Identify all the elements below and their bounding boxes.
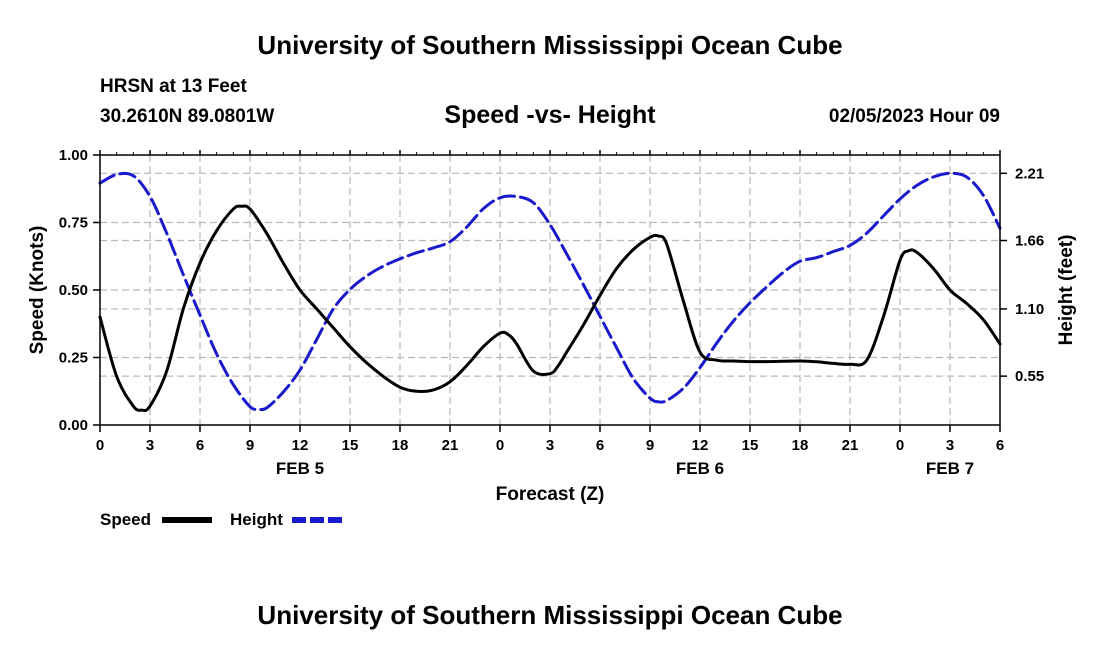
y-tick-label: 0.25 — [59, 350, 88, 367]
date-label: FEB 7 — [926, 459, 974, 478]
x-tick-label: 6 — [196, 437, 204, 454]
y2-tick-label: 1.10 — [1015, 301, 1044, 318]
chart-grid — [100, 155, 1000, 425]
chart-title: Speed -vs- Height — [444, 101, 656, 129]
x-tick-label: 12 — [292, 437, 309, 454]
x-tick-label: 0 — [96, 437, 104, 454]
y2-tick-label: 1.66 — [1015, 233, 1044, 250]
x-tick-label: 0 — [496, 437, 504, 454]
series-height-line — [98, 171, 1002, 412]
station-coordinates: 30.2610N 89.0801W — [100, 106, 275, 127]
forecast-timestamp: 02/05/2023 Hour 09 — [828, 106, 1000, 127]
x-tick-label: 18 — [792, 437, 809, 454]
x-tick-label: 21 — [442, 437, 459, 454]
x-tick-label: 6 — [596, 437, 604, 454]
page-title-top: University of Southern Mississippi Ocean… — [257, 30, 843, 60]
x-tick-label: 3 — [146, 437, 154, 454]
x-tick-label: 18 — [392, 437, 409, 454]
x-tick-label: 9 — [246, 437, 254, 454]
x-axis-label: Forecast (Z) — [496, 484, 605, 505]
chart-legend: Speed Height — [100, 510, 342, 529]
x-tick-label: 3 — [546, 437, 554, 454]
x-tick-label: 0 — [896, 437, 904, 454]
speed-height-chart: 0 3 6 9 12 15 18 21 0 3 6 9 12 15 18 21 0 3 6 FEB 5 FEB 6 FEB… — [27, 147, 1077, 529]
page-title-bottom: University of Southern Mississippi Ocean… — [257, 600, 843, 630]
date-label: FEB 5 — [276, 459, 324, 478]
x-tick-label: 9 — [646, 437, 654, 454]
x-tick-label: 6 — [996, 437, 1004, 454]
series-speed-line — [98, 204, 1002, 413]
y-tick-label: 0.50 — [59, 282, 88, 299]
x-tick-label: 15 — [342, 437, 359, 454]
x-tick-label: 21 — [842, 437, 859, 454]
date-label: FEB 6 — [676, 459, 724, 478]
y2-tick-label: 0.55 — [1015, 368, 1044, 385]
chart-axes: 0 3 6 9 12 15 18 21 0 3 6 9 12 15 18 21 0 3 6 FEB 5 FEB 6 FEB… — [59, 147, 1044, 478]
legend-height-label: Height — [230, 510, 283, 529]
y2-tick-label: 2.21 — [1015, 165, 1044, 182]
x-tick-label: 12 — [692, 437, 709, 454]
legend-speed-label: Speed — [100, 510, 151, 529]
x-tick-label: 3 — [946, 437, 954, 454]
y2-axis-label: Height (feet) — [1056, 235, 1077, 346]
x-tick-label: 15 — [742, 437, 759, 454]
y-tick-label: 0.00 — [59, 417, 88, 434]
chart-series — [98, 171, 1002, 413]
y-axis-label: Speed (Knots) — [27, 226, 48, 355]
y-tick-label: 0.75 — [59, 215, 88, 232]
y-tick-label: 1.00 — [59, 147, 88, 164]
station-name: HRSN at 13 Feet — [100, 76, 247, 97]
